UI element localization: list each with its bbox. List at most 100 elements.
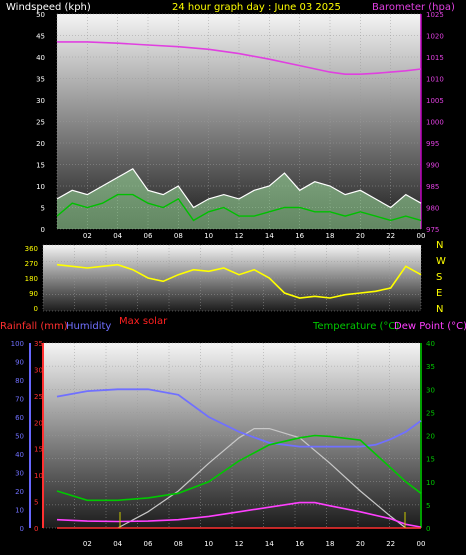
barometer-line: [57, 41, 422, 75]
baro-y-tick: 975: [426, 226, 439, 234]
wind-avg-line: [56, 193, 422, 222]
wind-x-tick: 22: [386, 232, 395, 240]
wind-x-tick: 08: [174, 232, 183, 240]
humidity-y-tick: 80: [15, 377, 24, 385]
baro-y-tick: 1015: [426, 54, 444, 62]
temp-series: [56, 388, 422, 529]
wind-label: Windspeed (kph): [6, 2, 91, 13]
wind-x-tick: 02: [83, 232, 92, 240]
wind-x-ticks: 02 04 06 08 10 12 14 16 18 20 22 00: [83, 232, 426, 240]
temperature-label: Temperature (°C): [312, 321, 399, 332]
temperature-y-tick: 0: [426, 525, 430, 533]
direction-y-tick: 270: [25, 260, 38, 268]
baro-y-tick: 1005: [426, 97, 444, 105]
wind-y-tick: 10: [36, 183, 45, 191]
temp-x-tick: 14: [265, 540, 274, 548]
temp-x-tick: 06: [144, 540, 153, 548]
wind-x-tick: 14: [265, 232, 274, 240]
direction-y-tick: 0: [34, 305, 38, 313]
temperature-line: [56, 434, 422, 502]
temp-x-tick: 16: [295, 540, 304, 548]
direction-y-ticks: 0 90 180 270 360: [25, 245, 38, 313]
wind-x-tick: 12: [235, 232, 244, 240]
temp-x-tick: 02: [83, 540, 92, 548]
direction-y-tick: 90: [29, 290, 38, 298]
dir-label-e: E: [436, 288, 442, 299]
direction-series: [56, 263, 422, 299]
wind-x-tick: 16: [295, 232, 304, 240]
chart-title: 24 hour graph day : June 03 2025: [172, 2, 341, 13]
temp-x-tick: 04: [113, 540, 122, 548]
temperature-y-ticks: 0 5 10 15 20 25 30 35 40: [426, 340, 435, 533]
rainfall-markers: [119, 512, 406, 528]
dewpoint-label: Dew Point (°C): [394, 321, 466, 332]
baro-y-tick: 1025: [426, 11, 444, 19]
temp-x-tick: 00: [417, 540, 426, 548]
rainfall-y-tick: 0: [34, 525, 38, 533]
wind-lines: [56, 168, 422, 222]
humidity-y-tick: 40: [15, 451, 24, 459]
barometer-series: [57, 41, 422, 75]
rainfall-y-tick: 20: [34, 419, 43, 427]
temp-x-tick: 18: [326, 540, 335, 548]
humidity-y-tick: 60: [15, 414, 24, 422]
dir-label-n-top: N: [436, 240, 443, 251]
wind-y-ticks: 0 5 10 15 20 25 30 35 40 45 50: [36, 11, 45, 234]
wind-y-tick: 35: [36, 76, 45, 84]
temp-x-tick: 08: [174, 540, 183, 548]
direction-y-tick: 360: [25, 245, 38, 253]
humidity-y-tick: 90: [15, 359, 24, 367]
solar-line: [117, 428, 421, 529]
wind-y-tick: 0: [41, 226, 45, 234]
humidity-y-tick: 30: [15, 470, 24, 478]
humidity-y-tick: 100: [11, 340, 24, 348]
wind-y-tick: 45: [36, 33, 45, 41]
humidity-y-tick: 50: [15, 433, 24, 441]
humidity-y-tick: 10: [15, 507, 24, 515]
wind-y-tick: 40: [36, 54, 45, 62]
baro-y-tick: 985: [426, 183, 439, 191]
direction-line: [56, 263, 422, 299]
baro-label: Barometer (hpa): [372, 2, 455, 13]
baro-y-tick: 990: [426, 162, 439, 170]
humidity-label: Humidity: [66, 321, 111, 332]
rainfall-y-tick: 25: [34, 393, 43, 401]
wind-y-tick: 25: [36, 119, 45, 127]
temp-x-tick: 22: [386, 540, 395, 548]
dir-label-n-bottom: N: [436, 304, 443, 315]
wind-x-tick: 20: [356, 232, 365, 240]
baro-y-ticks: 975 980 985 990 995 1000 1005 1010 1015 1020 1025: [426, 11, 444, 234]
wind-x-tick: 18: [326, 232, 335, 240]
humidity-y-tick: 0: [20, 525, 24, 533]
temperature-y-tick: 30: [426, 386, 435, 394]
baro-y-tick: 1010: [426, 76, 444, 84]
baro-y-tick: 1000: [426, 119, 444, 127]
temperature-y-tick: 35: [426, 363, 435, 371]
wind-gust-line: [56, 168, 422, 209]
temp-x-tick: 10: [204, 540, 213, 548]
temp-x-tick: 20: [356, 540, 365, 548]
baro-y-tick: 980: [426, 205, 439, 213]
humidity-y-tick: 20: [15, 488, 24, 496]
rainfall-y-tick: 15: [34, 446, 43, 454]
temp-x-ticks: 02 04 06 08 10 12 14 16 18 20 22 00: [83, 540, 426, 548]
temperature-y-tick: 10: [426, 479, 435, 487]
wind-x-tick: 04: [113, 232, 122, 240]
temp-x-tick: 12: [235, 540, 244, 548]
dir-label-s: S: [436, 272, 442, 283]
dewpoint-line: [56, 501, 422, 528]
wind-y-tick: 5: [41, 205, 45, 213]
temperature-y-tick: 25: [426, 409, 435, 417]
rainfall-y-tick: 5: [34, 499, 38, 507]
rainfall-y-tick: 30: [34, 366, 43, 374]
humidity-y-tick: 70: [15, 396, 24, 404]
direction-grid: [42, 244, 422, 312]
wind-y-tick: 15: [36, 162, 45, 170]
temperature-y-tick: 15: [426, 456, 435, 464]
temperature-y-tick: 20: [426, 433, 435, 441]
rainfall-label: Rainfall (mm): [0, 321, 68, 332]
rainfall-y-tick: 10: [34, 472, 43, 480]
rainfall-y-ticks: 0 5 10 15 20 25 30 35: [34, 340, 43, 533]
max-solar-label: Max solar: [119, 316, 168, 327]
